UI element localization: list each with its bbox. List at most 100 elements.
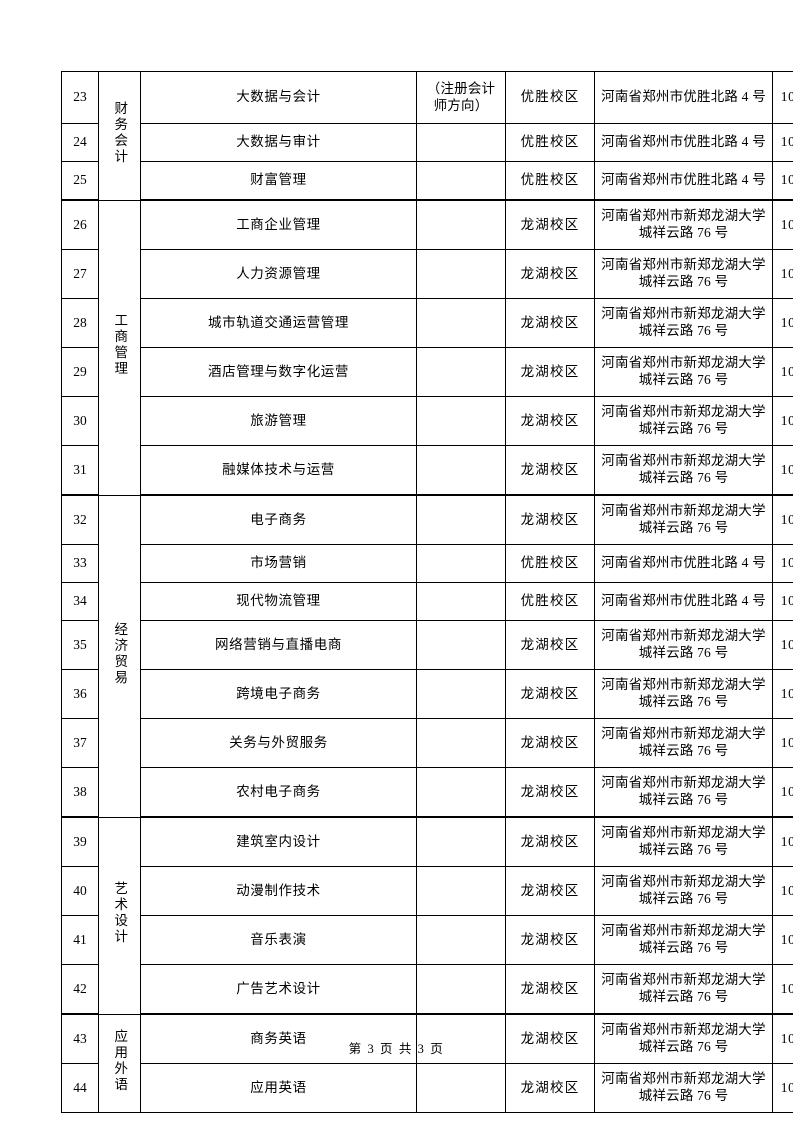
row-number: 40 <box>61 866 99 916</box>
specialty-name: 人力资源管理 <box>140 249 417 299</box>
exam-date: 10 月 24 日 <box>772 347 793 397</box>
specialty-direction <box>416 669 506 719</box>
row-number: 33 <box>61 544 99 583</box>
campus-name: 龙湖校区 <box>505 494 595 545</box>
specialty-direction <box>416 582 506 621</box>
campus-name: 优胜校区 <box>505 123 595 162</box>
campus-name: 龙湖校区 <box>505 718 595 768</box>
specialty-name: 跨境电子商务 <box>140 669 417 719</box>
specialty-direction <box>416 494 506 545</box>
campus-address: 河南省郑州市新郑龙湖大学城祥云路 76 号 <box>594 249 773 299</box>
department-category-label: 工商管理 <box>112 313 128 378</box>
campus-address: 河南省郑州市新郑龙湖大学城祥云路 76 号 <box>594 866 773 916</box>
exam-date: 10 月 24 日 <box>772 249 793 299</box>
specialty-direction <box>416 298 506 348</box>
specialty-name: 广告艺术设计 <box>140 964 417 1015</box>
specialty-direction <box>416 915 506 965</box>
specialty-direction <box>416 123 506 162</box>
specialty-direction <box>416 1013 506 1064</box>
specialty-name: 旅游管理 <box>140 396 417 446</box>
specialty-direction <box>416 964 506 1015</box>
row-number: 29 <box>61 347 99 397</box>
campus-name: 龙湖校区 <box>505 915 595 965</box>
specialty-direction <box>416 866 506 916</box>
row-number: 36 <box>61 669 99 719</box>
campus-address: 河南省郑州市优胜北路 4 号 <box>594 123 773 162</box>
specialty-name: 音乐表演 <box>140 915 417 965</box>
department-category: 财务会计 <box>98 71 141 201</box>
exam-date: 10 月 23 日 <box>772 494 793 545</box>
specialty-direction <box>416 396 506 446</box>
row-number: 41 <box>61 915 99 965</box>
row-number: 37 <box>61 718 99 768</box>
department-category: 艺术设计 <box>98 816 141 1015</box>
specialty-direction <box>416 816 506 867</box>
campus-address: 河南省郑州市新郑龙湖大学城祥云路 76 号 <box>594 445 773 496</box>
specialty-name: 现代物流管理 <box>140 582 417 621</box>
exam-date: 10 月 24 日 <box>772 71 793 124</box>
department-category: 应用外语 <box>98 1013 141 1113</box>
campus-address: 河南省郑州市优胜北路 4 号 <box>594 161 773 201</box>
exam-date: 10 月 24 日 <box>772 915 793 965</box>
campus-name: 龙湖校区 <box>505 816 595 867</box>
row-number: 23 <box>61 71 99 124</box>
exam-date: 10 月 24 日 <box>772 964 793 1015</box>
specialty-direction <box>416 445 506 496</box>
department-category: 工商管理 <box>98 199 141 496</box>
campus-address: 河南省郑州市新郑龙湖大学城祥云路 76 号 <box>594 767 773 818</box>
campus-name: 龙湖校区 <box>505 767 595 818</box>
exam-date: 10 月 24 日 <box>772 445 793 496</box>
exam-date: 10 月 23 日 <box>772 718 793 768</box>
exam-date: 10 月 24 日 <box>772 866 793 916</box>
campus-address: 河南省郑州市新郑龙湖大学城祥云路 76 号 <box>594 396 773 446</box>
specialty-direction <box>416 249 506 299</box>
campus-address: 河南省郑州市新郑龙湖大学城祥云路 76 号 <box>594 620 773 670</box>
row-number: 30 <box>61 396 99 446</box>
campus-name: 龙湖校区 <box>505 249 595 299</box>
specialty-name: 市场营销 <box>140 544 417 583</box>
row-number: 38 <box>61 767 99 818</box>
row-number: 32 <box>61 494 99 545</box>
campus-name: 龙湖校区 <box>505 964 595 1015</box>
specialty-name: 电子商务 <box>140 494 417 545</box>
specialty-name: 城市轨道交通运营管理 <box>140 298 417 348</box>
campus-name: 龙湖校区 <box>505 866 595 916</box>
campus-address: 河南省郑州市优胜北路 4 号 <box>594 544 773 583</box>
exam-date: 10 月 24 日 <box>772 123 793 162</box>
campus-address: 河南省郑州市新郑龙湖大学城祥云路 76 号 <box>594 718 773 768</box>
row-number: 28 <box>61 298 99 348</box>
department-category-label: 艺术设计 <box>112 881 128 946</box>
specialty-direction <box>416 1063 506 1113</box>
campus-address: 河南省郑州市新郑龙湖大学城祥云路 76 号 <box>594 494 773 545</box>
exam-date: 10 月 24 日 <box>772 816 793 867</box>
campus-name: 优胜校区 <box>505 544 595 583</box>
table-row: 26 工商管理 工商企业管理 龙湖校区 河南省郑州市新郑龙湖大学城祥云路 76 号 10 … <box>61 199 793 496</box>
row-number: 25 <box>61 161 99 201</box>
exam-date: 10 月 24 日 <box>772 1063 793 1113</box>
campus-address: 河南省郑州市新郑龙湖大学城祥云路 76 号 <box>594 199 773 250</box>
specialty-name: 农村电子商务 <box>140 767 417 818</box>
exam-date: 10 月 24 日 <box>772 582 793 621</box>
campus-address: 河南省郑州市新郑龙湖大学城祥云路 76 号 <box>594 347 773 397</box>
department-category: 经济贸易 <box>98 494 141 818</box>
row-number: 39 <box>61 816 99 867</box>
specialty-name: 动漫制作技术 <box>140 866 417 916</box>
specialty-name: 建筑室内设计 <box>140 816 417 867</box>
specialty-name: 大数据与会计 <box>140 71 417 124</box>
